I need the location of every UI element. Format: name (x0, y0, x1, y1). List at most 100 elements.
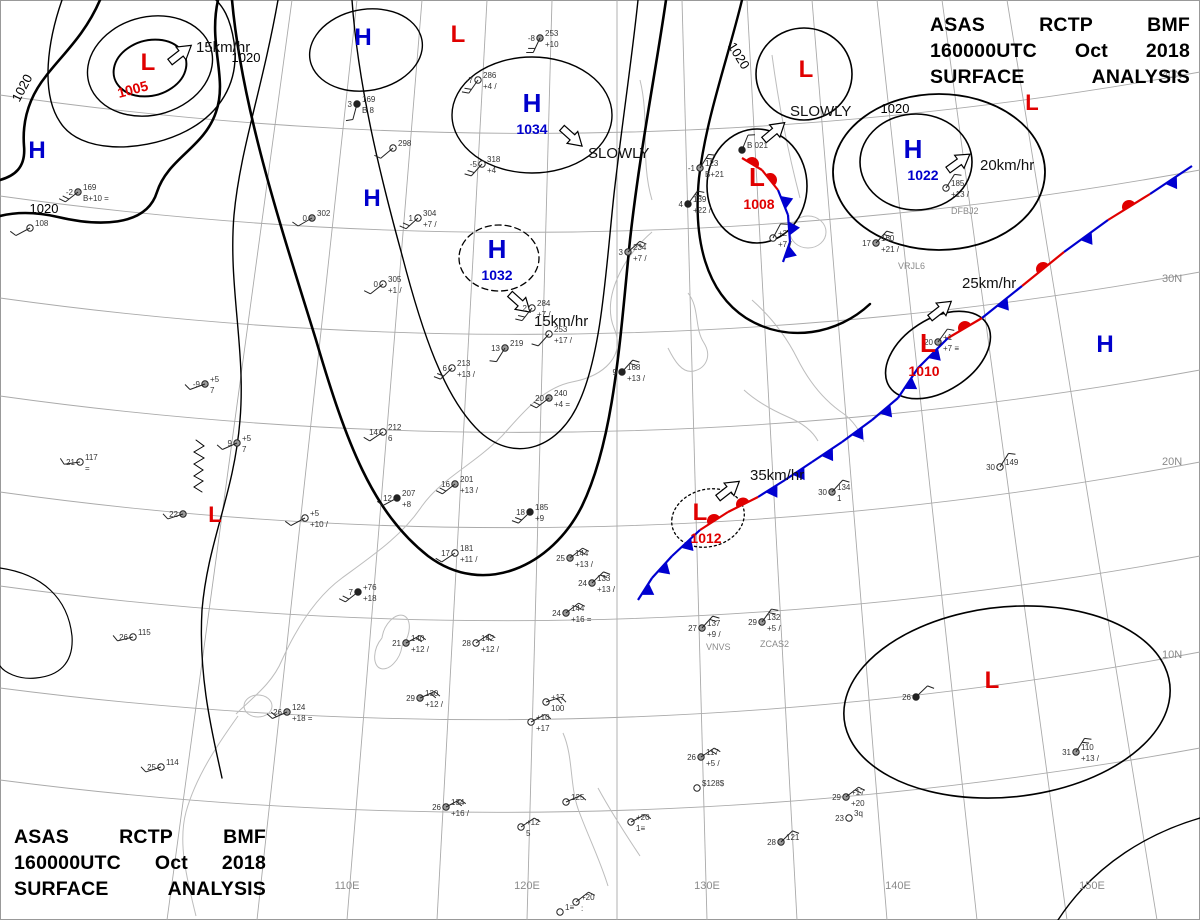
wind-barb-tick (363, 436, 370, 442)
arrow-outline (715, 480, 741, 502)
wind-barb-tick (636, 243, 644, 248)
station-tendency: +4 (487, 166, 497, 175)
station-temperature: 29 (832, 793, 841, 802)
station-plot: 108 (9, 219, 49, 236)
station-plot: +5 +10 / (284, 509, 329, 529)
wind-barb (945, 174, 955, 189)
station-circle (845, 814, 853, 822)
station-pressure: B 021 (747, 141, 768, 150)
station-tendency: +21 / (881, 245, 900, 254)
isobar (696, 0, 872, 335)
isobar (86, 15, 214, 117)
station-pressure: 212 (388, 423, 402, 432)
station-plot: -5 318 +4 (464, 155, 501, 177)
cold-front-triangle-icon (928, 348, 941, 361)
warm-front-semicircle-icon (736, 497, 750, 508)
wind-barb-tick (697, 190, 705, 193)
longitude-gridline (436, 0, 488, 920)
station-pressure: +5 (210, 375, 220, 384)
isobar-label: 1020 (725, 39, 753, 71)
station-temperature: 9 (613, 368, 618, 377)
wind-barb-tick (464, 173, 472, 177)
station-pressure: 168 (627, 363, 641, 372)
coastline (243, 694, 273, 718)
isobar (308, 8, 424, 92)
wind-barb-tick (632, 359, 640, 363)
wind-barb-tick (489, 633, 496, 639)
wind-barb (845, 786, 859, 798)
station-tendency: +8 (402, 500, 412, 509)
wind-barb (352, 103, 358, 120)
title-word: ASAS (14, 826, 69, 848)
low-pressure-symbol: L (749, 162, 765, 192)
station-plot: 12 207 +8 (376, 489, 416, 509)
station-tendency: +16 = (571, 615, 592, 624)
station-plot: 14 212 6 (363, 423, 402, 443)
station-pressure: 181 (460, 544, 474, 553)
station-tendency: +7 / (633, 254, 647, 263)
station-plot: -7 286 +4 / (461, 71, 497, 94)
station-temperature: 7 (349, 588, 354, 597)
wind-barb (565, 602, 579, 614)
longitude-label: 150E (1079, 880, 1105, 892)
isobar (451, 56, 613, 174)
wind-barb-tick (338, 598, 346, 603)
cold-front-triangle-icon (680, 538, 694, 552)
title-word: 2018 (1145, 40, 1190, 62)
station-tendency: 6 (388, 434, 393, 443)
station-plot: 21 140 +12 / (392, 634, 430, 654)
wind-barb (780, 830, 793, 843)
wind-barb (117, 636, 134, 642)
cold-front-triangle-icon (1165, 176, 1178, 190)
station-plot: 1≡ (556, 903, 574, 916)
station-temperature: 30 (818, 488, 827, 497)
station-temperature: 0 (374, 280, 379, 289)
title-line: SURFACE ANALYSIS (930, 64, 1190, 90)
wind-barb-tick (162, 513, 169, 520)
station-pressure: +17 (851, 788, 865, 797)
station-pressure: 132 (767, 613, 781, 622)
station-pressure: 185 (951, 179, 965, 188)
station-pressure: 1≡ (565, 903, 574, 912)
station-temperature: -2 (66, 188, 74, 197)
station-tendency: +13 / (627, 374, 646, 383)
longitude-gridline (166, 0, 293, 920)
wind-barb-tick (342, 595, 350, 600)
latitude-gridline (0, 461, 1200, 529)
wind-barb (532, 37, 541, 53)
wind-barb (591, 571, 604, 584)
station-plot: 298 (374, 139, 412, 159)
station-tendency: B 8 (362, 106, 375, 115)
station-plot: 26 115 (112, 628, 151, 642)
station-tendency: +4 / (483, 82, 497, 91)
station-tendency: +12 / (425, 700, 444, 709)
pressure-value: 1022 (907, 167, 938, 183)
coastline (667, 292, 709, 372)
station-temperature: 26 (687, 753, 696, 762)
latitude-gridline (0, 271, 1200, 335)
station-id: VRJL6 (898, 261, 925, 271)
station-pressure: 302 (317, 209, 331, 218)
station-pressure: 144 (571, 604, 585, 613)
station-pressure: +17 (551, 693, 565, 702)
isobar-label: 1020 (881, 101, 910, 116)
title-line: 160000UTC Oct 2018 (14, 850, 266, 876)
cold-front-triangle-icon (792, 467, 805, 481)
station-plot: B 021 (738, 134, 768, 154)
wind-barb-tick (600, 574, 607, 578)
station-pressure: 219 (510, 339, 524, 348)
coastline (562, 732, 609, 887)
wind-barb (272, 711, 288, 719)
isobar (200, 0, 279, 779)
chart-title-top-right: ASAS RCTP BMF 160000UTC Oct 2018 SURFACE ANALYS… (930, 12, 1190, 90)
warm-front-semicircle-icon (958, 321, 972, 332)
wind-barb-tick (59, 458, 65, 465)
station-plot: 26 134 +16 / (432, 798, 470, 818)
title-word: Oct (1074, 40, 1108, 62)
station-tendency: +18 = (292, 714, 313, 723)
wind-barb-tick (435, 557, 442, 563)
station-temperature: 25 (147, 763, 156, 772)
wind-barb (831, 479, 844, 493)
movement-arrow-icon (945, 153, 971, 174)
